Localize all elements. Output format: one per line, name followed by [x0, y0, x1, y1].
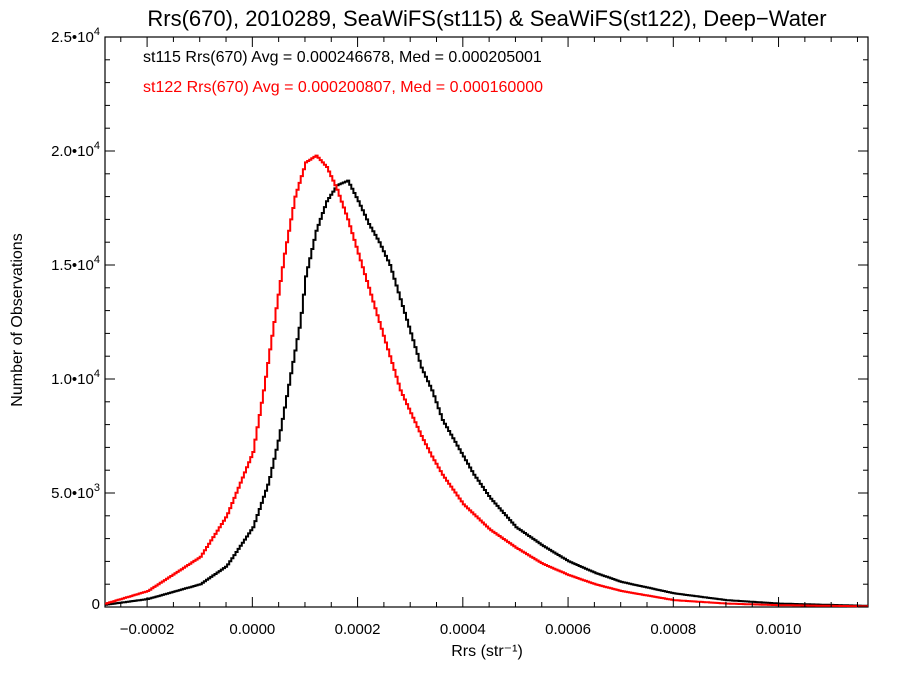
- x-tick-label: −0.0002: [120, 621, 175, 638]
- y-axis-label: Number of Observations: [9, 233, 26, 406]
- x-tick-label: 0.0010: [756, 621, 802, 638]
- x-tick-label: 0.0002: [335, 621, 381, 638]
- series-annotation-st115: st115 Rrs(670) Avg = 0.000246678, Med = …: [143, 49, 542, 66]
- y-tick-label: 0: [92, 596, 100, 613]
- x-axis-label: Rrs (str⁻¹): [451, 643, 523, 660]
- series-layer: [105, 154, 868, 608]
- y-tick-label: 2.5•104: [51, 26, 100, 46]
- plot-frame: [104, 36, 869, 608]
- y-tick-label: 5.0•103: [51, 482, 100, 502]
- series-annotation-st122: st122 Rrs(670) Avg = 0.000200807, Med = …: [143, 79, 543, 96]
- series-line-st115: [105, 179, 868, 607]
- series-line-st122: [105, 154, 868, 608]
- x-tick-label: 0.0000: [229, 621, 275, 638]
- x-tick-label: 0.0006: [545, 621, 591, 638]
- y-tick-label: 1.0•104: [51, 368, 100, 388]
- y-tick-label: 2.0•104: [51, 140, 100, 160]
- chart-title: Rrs(670), 2010289, SeaWiFS(st115) & SeaW…: [147, 6, 826, 31]
- x-tick-label: 0.0004: [440, 621, 486, 638]
- y-tick-label: 1.5•104: [51, 254, 100, 274]
- ticks-layer: −0.0002 0.0000 0.0002 0.0004 0.0006 0.0008 0.0…: [51, 26, 868, 638]
- x-tick-label: 0.0008: [650, 621, 696, 638]
